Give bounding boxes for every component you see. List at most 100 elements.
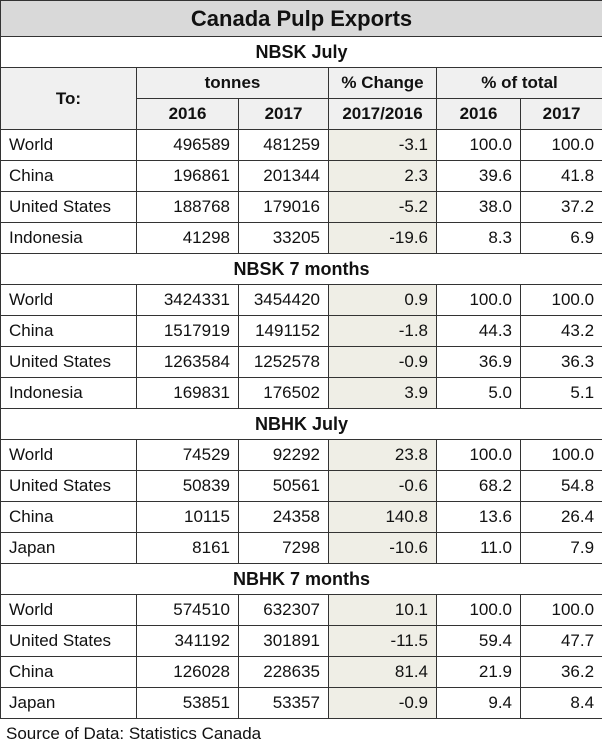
header-year: 2017 [521,99,602,130]
value: 92292 [239,440,329,471]
value: 13.6 [437,502,521,533]
value: 1491152 [239,316,329,347]
value: 169831 [137,378,239,409]
value: 53357 [239,688,329,719]
value: 188768 [137,192,239,223]
value: -0.6 [329,471,437,502]
header-to: To: [1,68,137,130]
value: 632307 [239,595,329,626]
value: 0.9 [329,285,437,316]
value: 47.7 [521,626,602,657]
value: 100.0 [521,285,602,316]
value: 37.2 [521,192,602,223]
value: 176502 [239,378,329,409]
value: 36.9 [437,347,521,378]
title-row: Canada Pulp Exports [1,1,602,37]
section-title: NBSK July [1,37,602,68]
header-row: To:tonnes% Change% of total [1,68,602,99]
value: -3.1 [329,130,437,161]
value: 100.0 [521,440,602,471]
value: 68.2 [437,471,521,502]
header-tonnes: tonnes [137,68,329,99]
value: 201344 [239,161,329,192]
value: 10115 [137,502,239,533]
value: 26.4 [521,502,602,533]
value: 59.4 [437,626,521,657]
header-change: % Change [329,68,437,99]
value: 179016 [239,192,329,223]
destination: China [1,316,137,347]
value: -5.2 [329,192,437,223]
value: 7.9 [521,533,602,564]
value: 41.8 [521,161,602,192]
value: 301891 [239,626,329,657]
value: 100.0 [437,440,521,471]
section-row: NBHK July [1,409,602,440]
value: 74529 [137,440,239,471]
value: 54.8 [521,471,602,502]
value: 50839 [137,471,239,502]
value: 196861 [137,161,239,192]
header-share: % of total [437,68,602,99]
destination: World [1,595,137,626]
header-year: 2017 [239,99,329,130]
table-title: Canada Pulp Exports [1,1,602,37]
value: 36.2 [521,657,602,688]
value: -19.6 [329,223,437,254]
section-row: NBHK 7 months [1,564,602,595]
value: 1263584 [137,347,239,378]
value: 5.0 [437,378,521,409]
value: 38.0 [437,192,521,223]
section-title: NBSK 7 months [1,254,602,285]
value: 7298 [239,533,329,564]
destination: China [1,502,137,533]
value: 2.3 [329,161,437,192]
value: 21.9 [437,657,521,688]
value: 481259 [239,130,329,161]
value: 496589 [137,130,239,161]
source-note: Source of Data: Statistics Canada [0,719,602,748]
value: 140.8 [329,502,437,533]
header-year: 2016 [437,99,521,130]
destination: China [1,657,137,688]
destination: Indonesia [1,223,137,254]
value: 3.9 [329,378,437,409]
value: 10.1 [329,595,437,626]
value: 39.6 [437,161,521,192]
value: 41298 [137,223,239,254]
destination: United States [1,192,137,223]
value: 6.9 [521,223,602,254]
value: -0.9 [329,688,437,719]
value: 43.2 [521,316,602,347]
destination: United States [1,626,137,657]
value: -0.9 [329,347,437,378]
value: 44.3 [437,316,521,347]
value: 50561 [239,471,329,502]
destination: World [1,440,137,471]
value: 33205 [239,223,329,254]
destination: World [1,285,137,316]
value: 3424331 [137,285,239,316]
section-title: NBHK 7 months [1,564,602,595]
destination: Japan [1,688,137,719]
section-row: NBSK July [1,37,602,68]
value: -1.8 [329,316,437,347]
value: 5.1 [521,378,602,409]
value: 100.0 [437,285,521,316]
destination: Indonesia [1,378,137,409]
destination: United States [1,471,137,502]
value: 8161 [137,533,239,564]
